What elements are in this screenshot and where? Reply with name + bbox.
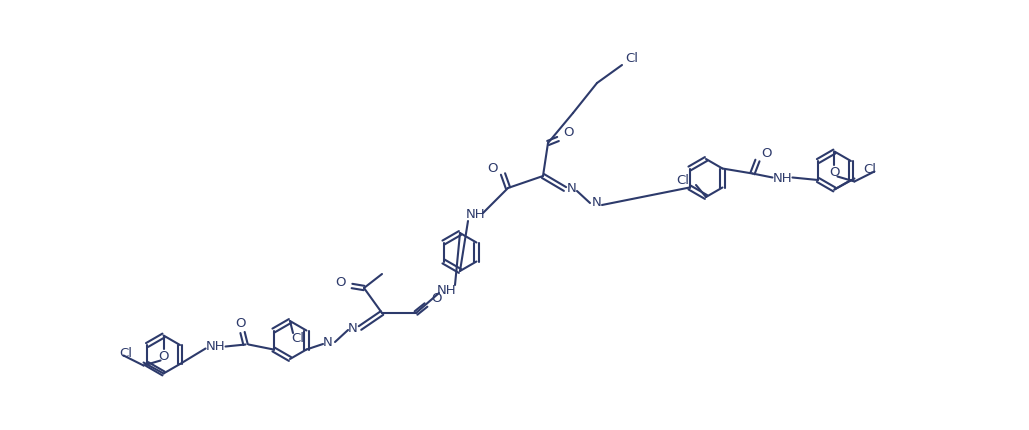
Text: N: N — [323, 337, 332, 350]
Text: NH: NH — [206, 340, 225, 353]
Text: Cl: Cl — [119, 347, 132, 360]
Text: O: O — [158, 350, 169, 363]
Text: NH: NH — [437, 283, 457, 297]
Text: O: O — [488, 162, 498, 175]
Text: NH: NH — [466, 209, 486, 221]
Text: O: O — [236, 317, 246, 330]
Text: O: O — [829, 166, 840, 179]
Text: N: N — [567, 181, 577, 194]
Text: O: O — [335, 276, 346, 289]
Text: Cl: Cl — [626, 52, 639, 65]
Text: O: O — [432, 292, 442, 305]
Text: NH: NH — [773, 172, 792, 185]
Text: O: O — [761, 147, 772, 160]
Text: Cl: Cl — [291, 332, 305, 345]
Text: O: O — [564, 126, 574, 139]
Text: Cl: Cl — [863, 163, 876, 176]
Text: N: N — [348, 322, 358, 335]
Text: N: N — [592, 196, 602, 209]
Text: Cl: Cl — [676, 173, 689, 187]
